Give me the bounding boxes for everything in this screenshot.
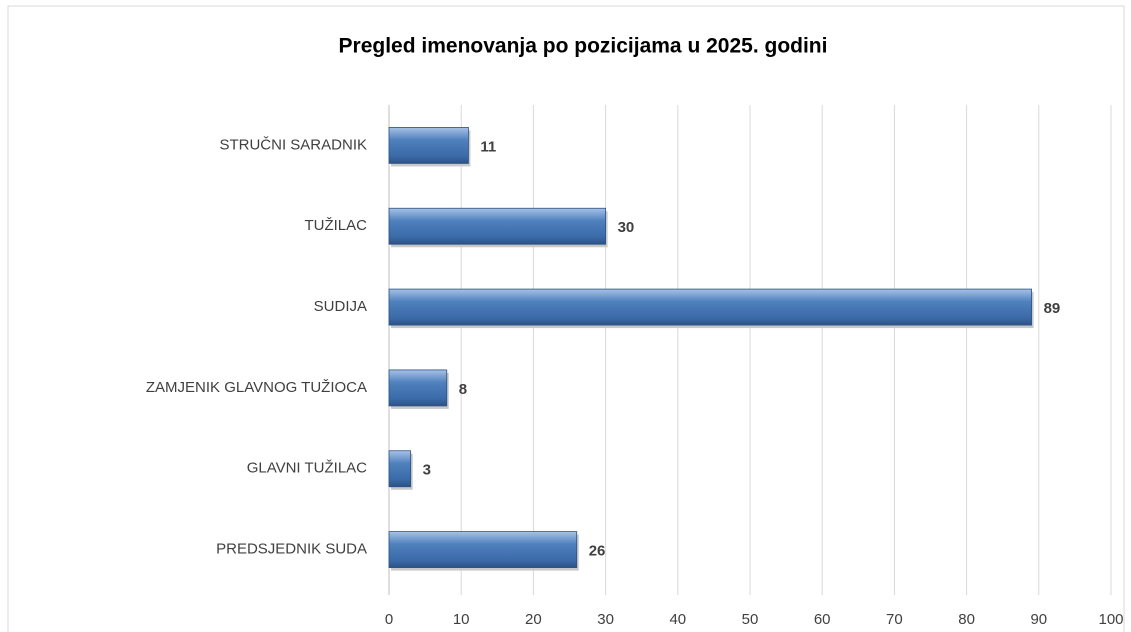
- data-label: 89: [1044, 300, 1061, 317]
- y-tick-label: TUŽILAC: [304, 217, 367, 234]
- bar: [388, 207, 607, 245]
- x-tick-label: 70: [886, 611, 903, 628]
- y-tick-label: STRUČNI SARADNIK: [219, 136, 367, 153]
- x-tick-label: 60: [814, 611, 831, 628]
- bar: [388, 288, 1032, 326]
- y-tick-label: ZAMJENIK GLAVNOG TUŽIOCA: [146, 379, 367, 396]
- bar: [388, 450, 412, 488]
- data-label: 8: [459, 381, 467, 398]
- y-tick-label: SUDIJA: [314, 298, 367, 315]
- data-label: 26: [589, 543, 606, 560]
- x-tick-label: 0: [385, 611, 393, 628]
- x-tick-label: 80: [958, 611, 975, 628]
- x-tick-label: 40: [669, 611, 686, 628]
- chart-title: Pregled imenovanja po pozicijama u 2025.…: [339, 35, 828, 58]
- y-tick-label: PREDSJEDNIK SUDA: [216, 541, 367, 558]
- bar: [388, 369, 448, 407]
- data-label: 30: [618, 219, 635, 236]
- bar: [388, 531, 578, 568]
- x-tick-label: 20: [525, 611, 542, 628]
- data-label: 11: [480, 138, 496, 155]
- x-tick-label: 100: [1098, 611, 1123, 628]
- x-tick-label: 50: [742, 611, 759, 628]
- bar: [388, 127, 469, 164]
- data-label: 3: [423, 462, 431, 479]
- y-tick-label: GLAVNI TUŽILAC: [247, 460, 367, 477]
- x-tick-label: 10: [453, 611, 470, 628]
- x-tick-label: 30: [597, 611, 614, 628]
- chart-frame: [7, 5, 1125, 632]
- x-tick-label: 90: [1030, 611, 1047, 628]
